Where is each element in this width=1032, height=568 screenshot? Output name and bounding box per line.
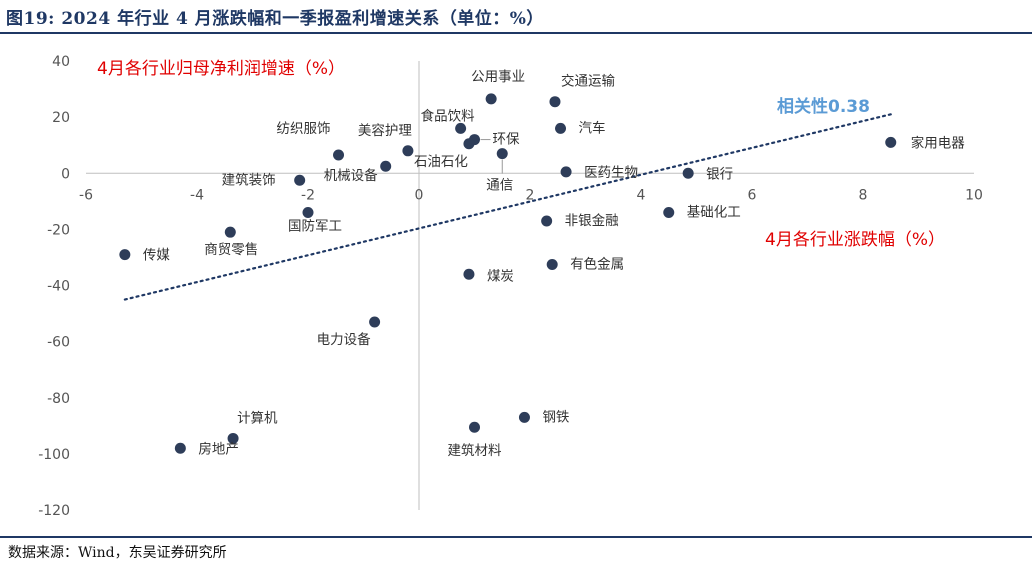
x-tick-label: 4 <box>637 187 646 203</box>
data-point <box>294 174 306 186</box>
y-axis-label: 4月各行业归母净利润增速（%） <box>97 59 345 79</box>
x-tick-label: 2 <box>526 187 535 203</box>
point-label: 国防军工 <box>288 219 342 235</box>
point-label: 食品饮料 <box>421 107 475 124</box>
data-point <box>518 411 530 423</box>
point-label: 石油石化 <box>414 154 468 170</box>
data-point <box>333 149 345 161</box>
trendline <box>123 113 892 301</box>
point-label: 煤炭 <box>487 268 514 284</box>
data-point <box>380 160 392 172</box>
point-label: 汽车 <box>579 119 606 136</box>
data-point <box>555 122 567 134</box>
point-label: 公用事业 <box>471 69 525 85</box>
y-tick-label: -60 <box>47 335 70 351</box>
point-label: 建筑材料 <box>448 443 502 459</box>
point-label: 传媒 <box>143 248 170 264</box>
x-tick-label: 6 <box>748 187 757 203</box>
point-label: 钢铁 <box>542 409 569 425</box>
point-label: 交通运输 <box>561 73 615 90</box>
data-point <box>885 136 897 148</box>
data-point <box>549 96 561 108</box>
point-label: 商贸零售 <box>204 242 258 258</box>
top-rule <box>0 32 1032 34</box>
data-point <box>682 167 694 179</box>
data-point <box>496 148 508 160</box>
y-tick-label: -40 <box>47 279 70 295</box>
data-point <box>469 421 480 433</box>
data-point <box>541 215 553 227</box>
point-label: 计算机 <box>237 410 278 426</box>
data-point <box>302 207 314 219</box>
x-tick-label: 0 <box>415 187 424 203</box>
data-point <box>546 258 558 270</box>
x-tick-label: -4 <box>190 187 204 203</box>
data-point <box>227 432 239 444</box>
point-label: 建筑装饰 <box>222 172 276 188</box>
point-label: 房地产 <box>198 441 239 457</box>
data-point <box>119 249 131 261</box>
data-point <box>463 268 475 280</box>
point-label: 银行 <box>706 166 733 182</box>
points-layer <box>119 93 897 454</box>
y-tick-label: -100 <box>38 447 70 463</box>
x-tick-label: 10 <box>965 187 983 203</box>
point-label: 医药生物 <box>584 165 638 181</box>
data-point <box>663 207 675 219</box>
point-label: 基础化工 <box>687 204 741 221</box>
data-point <box>224 226 236 238</box>
y-tick-label: 40 <box>52 54 70 70</box>
point-label: 通信 <box>486 178 513 194</box>
point-label: 美容护理 <box>358 122 412 139</box>
x-tick-label: 8 <box>859 187 868 203</box>
data-point <box>560 166 572 178</box>
y-tick-label: 0 <box>61 166 70 182</box>
y-tick-label: -120 <box>38 503 70 519</box>
data-point <box>455 122 467 134</box>
data-point <box>174 442 186 454</box>
x-tick-label: -6 <box>79 187 93 203</box>
source-note: 数据来源：Wind，东吴证券研究所 <box>8 545 227 561</box>
trendline-layer <box>123 113 892 301</box>
bottom-rule <box>0 536 1032 538</box>
y-tick-label: -20 <box>47 222 70 238</box>
point-label: 机械设备 <box>324 167 378 184</box>
point-label: 有色金属 <box>570 255 624 272</box>
data-point <box>463 138 475 150</box>
data-point <box>485 93 497 105</box>
point-label: 电力设备 <box>317 331 371 348</box>
x-tick-label: -2 <box>301 187 315 203</box>
point-label: 非银金融 <box>565 213 619 229</box>
y-tick-label: -80 <box>47 391 70 407</box>
point-label: 环保 <box>493 132 521 148</box>
x-axis-label: 4月各行业涨跌幅（%） <box>765 230 945 250</box>
point-label: 纺织服饰 <box>277 121 331 137</box>
data-point <box>402 145 414 157</box>
correlation-label: 相关性0.38 <box>777 96 870 117</box>
y-tick-label: 20 <box>52 110 70 126</box>
point-label: 家用电器 <box>911 134 965 151</box>
figure-title: 图19: 2024 年行业 4 月涨跌幅和一季报盈利增速关系（单位：%） <box>6 9 544 29</box>
data-point <box>369 316 381 328</box>
